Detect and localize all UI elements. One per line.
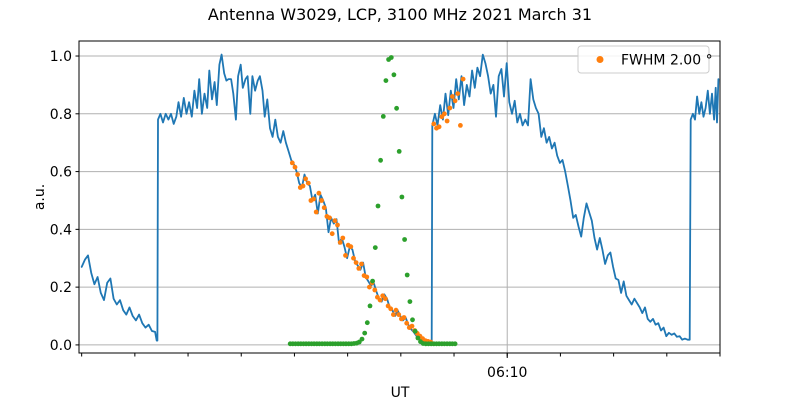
y-tick-label: 0.2 [50, 280, 72, 296]
chart-title: Antenna W3029, LCP, 3100 MHz 2021 March … [208, 5, 592, 24]
series-layer [80, 53, 720, 347]
y-tick-label: 0.0 [50, 338, 72, 354]
y-tick-label: 0.4 [50, 222, 72, 238]
tick-layer: 0.0 0.2 0.4 0.6 0.8 1.0 06:10 [50, 49, 721, 381]
y-tick-label: 0.8 [50, 107, 72, 123]
y-tick-label: 1.0 [50, 49, 72, 65]
x-tick-label: 06:10 [487, 365, 527, 381]
legend-box [577, 45, 710, 74]
legend-label: FWHM 2.00 ° [621, 53, 713, 69]
y-tick-label: 0.6 [50, 165, 72, 181]
legend: FWHM 2.00 ° [577, 45, 713, 74]
legend-marker-dot [596, 56, 604, 63]
axes-frame [78, 40, 721, 354]
x-axis-label: UT [391, 385, 410, 400]
y-axis-label: a.u. [32, 184, 48, 210]
